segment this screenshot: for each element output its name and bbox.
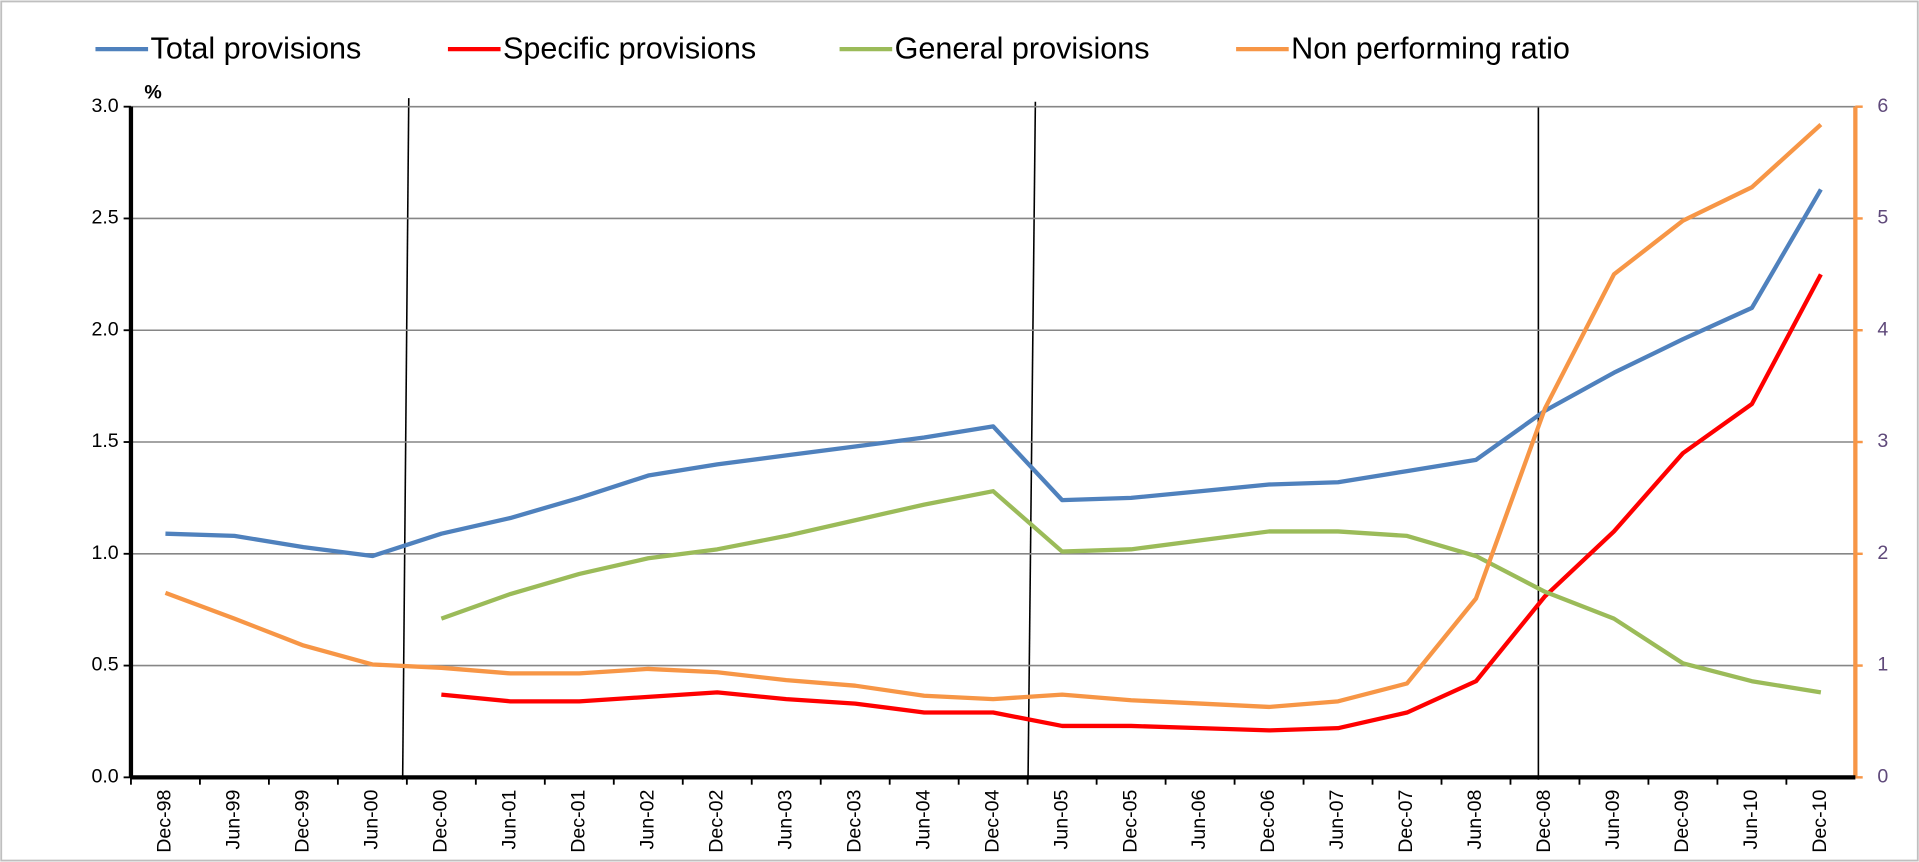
x-tick-label: Dec-09 (1671, 790, 1693, 853)
y-tick-label: 0.0 (91, 766, 118, 788)
x-tick-label: Jun-10 (1740, 789, 1762, 849)
legend-label: Specific provisions (503, 31, 756, 65)
y2-tick-label: 3 (1877, 430, 1888, 452)
legend-label: General provisions (895, 31, 1150, 65)
x-tick-label: Dec-01 (567, 790, 589, 853)
x-tick-label: Jun-00 (361, 789, 383, 849)
y-tick-label: 3.0 (91, 95, 118, 117)
y2-tick-label: 5 (1877, 207, 1888, 229)
x-tick-label: Jun-07 (1326, 790, 1348, 850)
x-tick-label: Dec-98 (154, 789, 176, 852)
x-tick-label: Jun-06 (1188, 789, 1210, 849)
legend-label: Non performing ratio (1291, 31, 1570, 65)
x-tick-label: Jun-08 (1464, 789, 1486, 849)
x-tick-label: Dec-03 (843, 789, 865, 852)
x-tick-label: Dec-02 (705, 790, 727, 853)
y2-tick-label: 6 (1877, 95, 1888, 117)
x-tick-label: Jun-03 (774, 789, 796, 849)
y-tick-label: 1.5 (91, 430, 118, 452)
x-tick-label: Dec-05 (1119, 789, 1141, 852)
y2-tick-label: 2 (1877, 542, 1888, 564)
y2-tick-label: 1 (1877, 654, 1888, 676)
series-line (441, 273, 1823, 733)
x-tick-label: Dec-07 (1395, 790, 1417, 853)
x-tick-label: Dec-99 (292, 790, 314, 853)
x-tick-label: Dec-00 (430, 789, 452, 852)
x-tick-label: Jun-09 (1602, 790, 1624, 850)
y-tick-label: 2.5 (91, 207, 118, 229)
x-tick-label: Jun-02 (636, 790, 658, 850)
legend-label: Total provisions (151, 31, 362, 65)
x-tick-label: Jun-01 (498, 790, 520, 850)
x-tick-label: Dec-06 (1257, 789, 1279, 852)
y-unit: % (144, 81, 161, 103)
y2-tick-label: 4 (1877, 318, 1888, 340)
x-tick-label: Dec-08 (1533, 789, 1555, 852)
y-tick-label: 2.0 (91, 318, 118, 340)
y-tick-label: 1.0 (91, 542, 118, 564)
x-tick-label: Jun-04 (912, 789, 934, 849)
period-divider (1027, 101, 1037, 780)
x-tick-label: Jun-05 (1050, 789, 1072, 849)
series-line (440, 489, 1822, 695)
x-tick-label: Dec-04 (981, 789, 1003, 852)
series-line (164, 122, 1823, 710)
y2-tick-label: 0 (1877, 766, 1888, 788)
x-tick-label: Jun-99 (223, 790, 245, 850)
y-tick-label: 0.5 (91, 654, 118, 676)
x-tick-label: Dec-10 (1809, 789, 1831, 852)
